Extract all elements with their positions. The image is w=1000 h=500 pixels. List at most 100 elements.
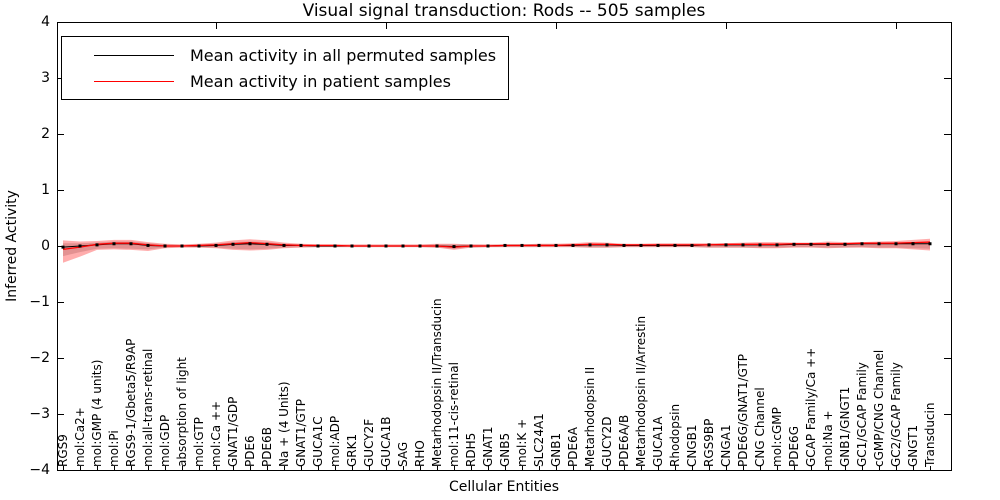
data-point-marker xyxy=(571,243,575,247)
legend-label-permuted: Mean activity in all permuted samples xyxy=(190,45,497,65)
x-category-label: CNG Channel xyxy=(753,387,767,467)
data-point-marker xyxy=(197,244,201,248)
x-category-label: mol:K + xyxy=(515,418,529,467)
x-category-label: PDE6G/GNAT1/GTP xyxy=(736,353,750,467)
x-category-label: GNB1 xyxy=(549,432,563,467)
y-tick-label: 1 xyxy=(41,182,50,198)
x-category-label: PDE6G xyxy=(787,426,801,467)
x-category-label: GNAT1/GDP xyxy=(226,396,240,467)
x-category-label: PDE6 xyxy=(243,435,257,467)
data-point-marker xyxy=(401,244,405,248)
x-category-label: GC1/GCAP Family xyxy=(855,362,869,467)
y-tick-label: −2 xyxy=(29,350,50,366)
legend-entry-patient: Mean activity in patient samples xyxy=(62,68,508,94)
x-category-label: PDE6A xyxy=(566,427,580,467)
data-point-marker xyxy=(265,242,269,246)
x-category-label: mol:Ca2+ xyxy=(73,407,87,467)
data-point-marker xyxy=(78,244,82,248)
data-point-marker xyxy=(384,244,388,248)
data-point-marker xyxy=(333,244,337,248)
y-tick-label: 3 xyxy=(41,70,50,86)
data-point-marker xyxy=(775,243,779,247)
data-point-marker xyxy=(928,242,932,246)
band-series-1 xyxy=(63,238,930,263)
data-point-marker xyxy=(367,244,371,248)
data-point-marker xyxy=(520,243,524,247)
x-category-label: CNGA1 xyxy=(719,424,733,468)
data-point-marker xyxy=(486,244,490,248)
x-category-label: GNGT1 xyxy=(906,424,920,467)
data-point-marker xyxy=(452,245,456,249)
data-point-marker xyxy=(843,242,847,246)
data-point-marker xyxy=(180,244,184,248)
data-point-marker xyxy=(809,242,813,246)
data-point-marker xyxy=(656,243,660,247)
data-point-marker xyxy=(61,245,65,249)
x-category-label: PDE6A/B xyxy=(617,414,631,467)
mean-line-series-1 xyxy=(62,241,931,251)
data-point-marker xyxy=(860,242,864,246)
x-category-label: GNB5 xyxy=(498,432,512,467)
x-category-label: Metarhodopsin II/Transducin xyxy=(430,298,444,467)
x-category-label: SLC24A1 xyxy=(532,413,546,467)
x-category-label: PDE6B xyxy=(260,427,274,467)
data-point-marker xyxy=(826,242,830,246)
data-point-marker xyxy=(503,243,507,247)
patient-line-swatch-icon xyxy=(94,80,174,82)
data-point-marker xyxy=(741,243,745,247)
chart-title: Visual signal transduction: Rods -- 505 … xyxy=(302,1,706,21)
data-point-marker xyxy=(707,243,711,247)
y-tick-label: −3 xyxy=(29,406,50,422)
x-category-label: GRK1 xyxy=(345,433,359,467)
x-category-label: mol:GDP xyxy=(158,414,172,467)
x-category-label: Metarhodopsin II xyxy=(583,366,597,467)
x-category-label: mol:GTP xyxy=(192,417,206,467)
x-category-label: GNB1/GNGT1 xyxy=(838,386,852,467)
data-point-marker xyxy=(877,242,881,246)
data-point-marker xyxy=(758,243,762,247)
x-axis-label: Cellular Entities xyxy=(448,479,560,495)
data-point-marker xyxy=(146,243,150,247)
x-category-label: mol:Ca ++ xyxy=(209,400,223,467)
data-point-marker xyxy=(639,243,643,247)
data-point-marker xyxy=(129,242,133,246)
x-category-label: GUCA1A xyxy=(651,416,665,467)
y-tick-label: 0 xyxy=(41,238,50,254)
x-category-label: mol:ADP xyxy=(328,415,342,467)
data-point-marker xyxy=(163,244,167,248)
y-tick-label: 4 xyxy=(41,14,50,30)
permuted-line-swatch-icon xyxy=(94,54,174,56)
data-point-marker xyxy=(112,242,116,246)
y-tick-label: 2 xyxy=(41,126,50,142)
x-category-label: cGMP/CNG Channel xyxy=(872,349,886,467)
x-category-label: Transducin xyxy=(923,402,937,467)
x-category-label: mol:all-trans-retinal xyxy=(141,348,155,467)
x-category-label: RGS9 xyxy=(56,434,70,467)
legend-entry-permuted: Mean activity in all permuted samples xyxy=(62,42,508,68)
data-point-marker xyxy=(214,243,218,247)
y-tick-label: −4 xyxy=(29,462,50,478)
data-point-marker xyxy=(554,243,558,247)
x-category-label: RGS9-1/Gbeta5/R9AP xyxy=(124,338,138,467)
data-point-marker xyxy=(350,244,354,248)
x-category-label: Rhodopsin xyxy=(668,403,682,467)
data-point-marker xyxy=(537,243,541,247)
data-point-marker xyxy=(231,242,235,246)
x-category-label: GUCY2D xyxy=(600,416,614,467)
data-point-marker xyxy=(469,244,473,248)
x-category-label: RGS9BP xyxy=(702,418,716,467)
data-point-marker xyxy=(911,242,915,246)
x-category-label: absorption of light xyxy=(175,357,189,467)
data-point-marker xyxy=(605,243,609,247)
x-category-label: CNGB1 xyxy=(685,424,699,467)
x-category-label: GNAT1 xyxy=(481,426,495,467)
legend-label-patient: Mean activity in patient samples xyxy=(190,71,451,91)
x-category-label: SAG xyxy=(396,441,410,467)
x-category-label: GUCA1B xyxy=(379,416,393,467)
data-point-marker xyxy=(588,243,592,247)
x-category-label: mol:Pi xyxy=(107,430,121,467)
data-point-marker xyxy=(282,243,286,247)
data-point-marker xyxy=(792,242,796,246)
